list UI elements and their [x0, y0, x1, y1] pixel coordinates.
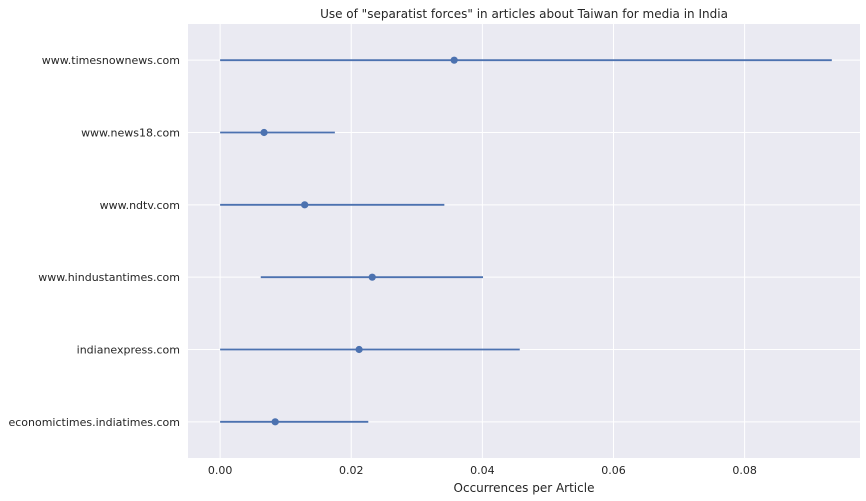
y-tick-label: www.hindustantimes.com [38, 271, 180, 284]
data-point [301, 201, 309, 209]
x-tick-label: 0.04 [470, 464, 495, 477]
x-axis-label: Occurrences per Article [454, 481, 595, 495]
data-point [271, 418, 279, 426]
x-tick-label: 0.00 [208, 464, 233, 477]
chart-title: Use of "separatist forces" in articles a… [320, 7, 728, 21]
plot-background [188, 24, 860, 458]
y-tick-labels: www.timesnownews.com www.news18.com www.nd… [8, 54, 180, 429]
y-tick-label: economictimes.indiatimes.com [8, 416, 180, 429]
data-point [260, 128, 268, 137]
x-tick-labels: 0.00 0.02 0.04 0.06 0.08 [208, 464, 757, 477]
y-tick-label: indianexpress.com [77, 344, 180, 357]
y-tick-label: www.timesnownews.com [42, 54, 180, 67]
data-point [368, 273, 376, 281]
x-tick-label: 0.08 [732, 464, 757, 477]
y-tick-label: www.ndtv.com [100, 199, 180, 212]
data-marks [220, 56, 832, 426]
x-tick-label: 0.06 [601, 464, 626, 477]
data-point [355, 345, 363, 354]
data-point [450, 56, 458, 64]
x-tick-label: 0.02 [339, 464, 364, 477]
y-tick-label: www.news18.com [81, 127, 180, 140]
